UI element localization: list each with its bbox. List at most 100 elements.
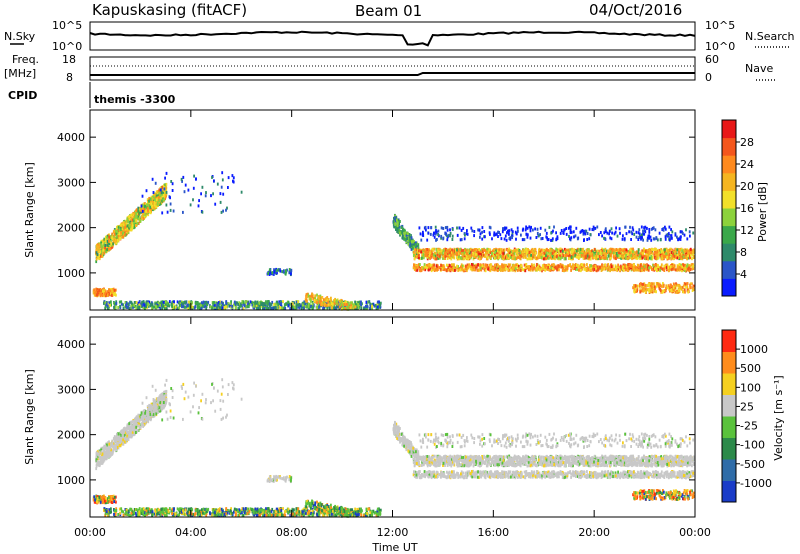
range-gate-cell [545,267,548,271]
range-gate-cell [151,204,153,208]
range-gate-cell [274,306,277,310]
range-gate-cell [421,253,423,257]
range-gate-cell [400,230,403,234]
range-gate-cell [118,230,121,234]
range-gate-cell [117,234,119,238]
range-gate-cell [577,253,580,256]
range-gate-cell [469,254,471,258]
range-gate-cell [409,235,411,239]
range-gate-cell [532,255,535,259]
range-gate-cell [423,264,426,268]
range-gate-cell [196,305,199,308]
range-gate-cell [462,248,465,252]
range-gate-cell [118,300,121,304]
range-gate-cell [625,250,628,254]
range-gate-cell [495,249,498,253]
range-gate-cell [122,303,125,307]
range-gate-cell [647,255,649,258]
range-gate-cell [544,264,547,268]
range-gate-cell [396,221,399,225]
range-gate-cell [190,305,193,309]
range-gate-cell [503,248,506,252]
range-gate-cell [624,263,627,267]
range-gate-cell [580,263,583,266]
range-gate-cell [670,251,673,255]
range-gate-cell [416,268,419,272]
range-gate-cell [413,257,416,260]
range-gate-cell [569,264,571,268]
range-gate-cell [486,247,489,251]
range-gate-cell [658,253,661,257]
range-gate-cell [162,301,165,304]
range-gate-cell [664,265,666,269]
range-gate-cell [472,252,474,256]
range-gate-cell [119,231,122,235]
range-gate-cell [280,302,283,305]
range-gate-cell [673,250,676,254]
range-gate-cell [559,254,561,258]
range-gate-cell [506,265,509,269]
range-gate-cell [138,300,141,304]
range-gate-cell [665,252,667,256]
range-gate-cell [456,256,458,259]
range-gate-cell [523,250,526,254]
range-gate-cell [379,302,381,305]
range-gate-cell [126,227,129,231]
range-gate-cell [525,247,528,251]
range-gate-cell [257,306,260,310]
range-gate-cell [487,267,490,271]
range-gate-cell [368,300,371,304]
range-gate-cell [354,305,357,309]
range-gate-cell [359,304,361,308]
range-gate-cell [483,268,486,272]
range-gate-cell [508,247,511,251]
range-gate-cell [433,247,436,251]
range-gate-cell [654,267,656,271]
range-gate-cell [549,268,552,272]
range-gate-cell [141,215,143,219]
range-gate-cell [357,306,359,309]
range-gate-cell [204,301,207,304]
range-gate-cell [187,300,190,304]
range-gate-cell [212,302,215,306]
range-gate-cell [590,249,593,253]
range-gate-cell [268,268,271,272]
range-gate-cell [552,255,554,259]
range-gate-cell [440,264,442,267]
range-gate-cell [404,238,407,242]
range-gate-cell [648,252,651,256]
range-gate-cell [438,247,441,251]
range-gate-cell [418,256,420,260]
range-gate-cell [429,263,432,267]
range-gate-cell [133,303,135,307]
range-gate-cell [119,226,122,230]
range-gate-cell [242,307,245,311]
range-gate-cell [220,304,223,308]
range-gate-cell [115,241,118,245]
range-gate-cell [463,251,466,255]
range-gate-cell [164,302,167,306]
range-gate-cell [235,301,238,305]
range-gate-cell [492,253,495,257]
range-gate-cell [659,250,662,254]
range-gate-cell [295,304,298,308]
range-gate-cell [255,304,258,308]
range-gate-cell [250,301,253,305]
range-gate-cell [476,253,478,257]
range-gate-cell [521,253,524,257]
range-gate-cell [512,268,514,272]
range-gate-cell [124,305,126,309]
range-gate-cell [651,248,654,251]
range-gate-cell [561,269,564,272]
range-gate-cell [663,269,666,272]
range-gate-cell [578,255,581,259]
range-gate-cell [630,264,632,268]
range-gate-cell [137,206,140,210]
range-gate-cell [470,253,473,257]
range-gate-cell [581,248,584,252]
range-gate-cell [683,248,686,252]
range-gate-cell [424,253,427,257]
range-gate-cell [128,307,131,311]
range-gate-cell [676,268,679,272]
